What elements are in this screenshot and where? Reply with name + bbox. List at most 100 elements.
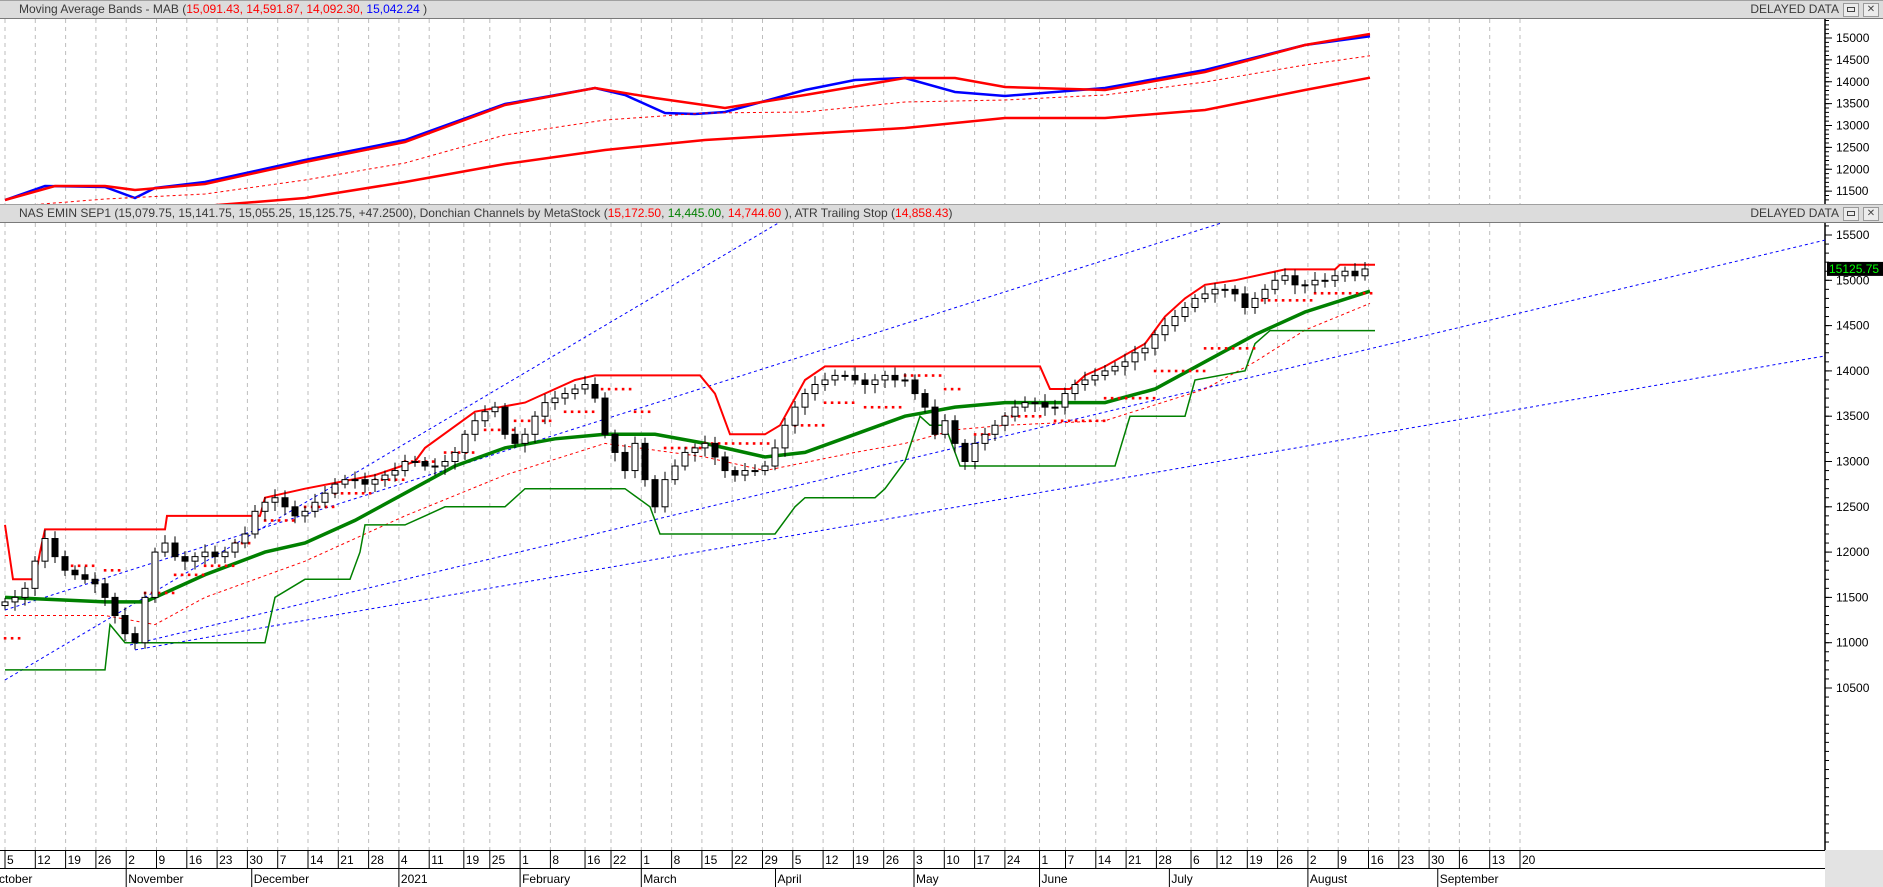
header-segment: , <box>299 2 307 16</box>
month-label: September <box>1440 872 1499 886</box>
candle-body <box>1181 306 1189 318</box>
price-axis <box>1825 223 1883 850</box>
atr-stop-dot <box>957 387 961 391</box>
candle-body <box>1261 288 1269 299</box>
candle-body <box>641 442 649 481</box>
atr-stop-dot <box>417 460 421 463</box>
candle-body <box>911 379 919 395</box>
atr-stop-dot <box>943 387 947 391</box>
atr-stop-dot <box>1231 347 1235 350</box>
candle-body <box>231 542 239 553</box>
date-tick-label: 25 <box>492 853 506 867</box>
maximize-button[interactable] <box>1843 206 1859 221</box>
candle-body <box>631 442 639 472</box>
price-chart[interactable]: 10500 11000 11500 12000 12500 13000 13500 14000… <box>0 223 1883 850</box>
header-segment: 14,591.87 <box>246 2 300 16</box>
atr-stop-dot <box>1362 291 1366 295</box>
atr-stop-dot <box>270 519 274 522</box>
main-panel-title: NAS EMIN SEP1 (15,079.75, 15,141.75, 15,… <box>19 205 952 222</box>
candle-body <box>1331 275 1339 281</box>
candle-body <box>1231 288 1239 295</box>
candle-body <box>341 479 349 485</box>
atr-stop-dot <box>1320 291 1324 295</box>
month-label: April <box>777 872 801 886</box>
atr-stop-dot <box>513 419 517 423</box>
atr-stop-dot <box>1060 419 1064 423</box>
date-tick-label: 8 <box>552 853 559 867</box>
candle-body <box>511 433 519 444</box>
candle-body <box>461 433 469 453</box>
price-tick-label: 13500 <box>1836 409 1870 423</box>
donchian-upper-line <box>4 263 1375 581</box>
candle-body <box>261 501 269 512</box>
atr-stop-dot <box>1341 291 1345 295</box>
atr-stop-dot <box>84 564 88 568</box>
candle-body <box>471 420 479 435</box>
candle-body <box>921 393 929 408</box>
atr-stop-dot <box>1217 347 1221 350</box>
atr-stop-dot <box>1355 291 1359 295</box>
candle-body <box>1201 293 1209 299</box>
atr-stop-dot <box>1153 369 1157 373</box>
atr-stop-dot <box>938 374 942 377</box>
date-tick-label: 22 <box>613 853 627 867</box>
candle-body <box>91 578 99 585</box>
atr-stop-dot <box>1202 369 1206 373</box>
atr-stop-dot <box>807 424 811 427</box>
moving-average-bands-chart[interactable]: 1100011500120001250013000135001400014500… <box>0 19 1883 204</box>
candle-body <box>951 420 959 444</box>
atr-stop-dot <box>924 374 928 377</box>
atr-stop-dot <box>1117 396 1121 400</box>
atr-stop-dot <box>1348 291 1352 295</box>
candle-body <box>41 538 49 562</box>
date-tick-label: 7 <box>1068 853 1075 867</box>
atr-stop-dot <box>752 442 756 445</box>
date-tick-label: 30 <box>1431 853 1445 867</box>
atr-stop-dot <box>877 405 881 409</box>
candle-body <box>1361 268 1369 277</box>
candle-body <box>1301 284 1309 287</box>
date-tick-label: 23 <box>219 853 233 867</box>
candle-body <box>1141 347 1149 354</box>
candle-body <box>1061 393 1069 408</box>
atr-stop-dot <box>331 505 335 509</box>
close-button[interactable]: ✕ <box>1863 2 1879 17</box>
candle-body <box>441 461 449 467</box>
candle-body <box>1 601 9 607</box>
candle-body <box>121 615 129 635</box>
candle-body <box>531 415 539 435</box>
atr-stop-dot <box>217 564 221 568</box>
atr-stop-dot <box>973 433 977 436</box>
candle-body <box>371 479 379 485</box>
date-tick-label: 12 <box>1219 853 1233 867</box>
candle-body <box>1051 406 1059 409</box>
candle-body <box>321 492 329 503</box>
atr-stop-dot <box>738 442 742 445</box>
candle-body <box>431 465 439 468</box>
atr-stop-dot <box>103 569 107 572</box>
atr-stop-dot <box>1309 299 1313 302</box>
maximize-button[interactable] <box>1843 2 1859 17</box>
month-label: June <box>1042 872 1068 886</box>
candle-body <box>771 447 779 467</box>
candle-body <box>51 538 59 558</box>
close-button[interactable]: ✕ <box>1863 206 1879 221</box>
delayed-data-label: DELAYED DATA <box>1750 2 1839 16</box>
candle-body <box>281 497 289 508</box>
candle-body <box>411 461 419 463</box>
atr-stop-dot <box>1017 415 1021 418</box>
atr-stop-dot <box>830 401 834 405</box>
candle-body <box>221 551 229 558</box>
month-label: 2021 <box>401 872 428 886</box>
atr-stop-dot <box>347 492 351 495</box>
candle-body <box>1071 383 1079 395</box>
month-label: July <box>1171 872 1192 886</box>
atr-stop-dot <box>1313 291 1317 295</box>
date-tick-label: 28 <box>371 853 385 867</box>
header-segment: ) <box>419 2 428 16</box>
atr-stop-dot <box>837 401 841 405</box>
price-tick-label: 13500 <box>1836 97 1870 111</box>
atr-stop-dot <box>354 492 358 495</box>
date-tick-label: 28 <box>1158 853 1172 867</box>
atr-stop-dot <box>443 451 447 454</box>
